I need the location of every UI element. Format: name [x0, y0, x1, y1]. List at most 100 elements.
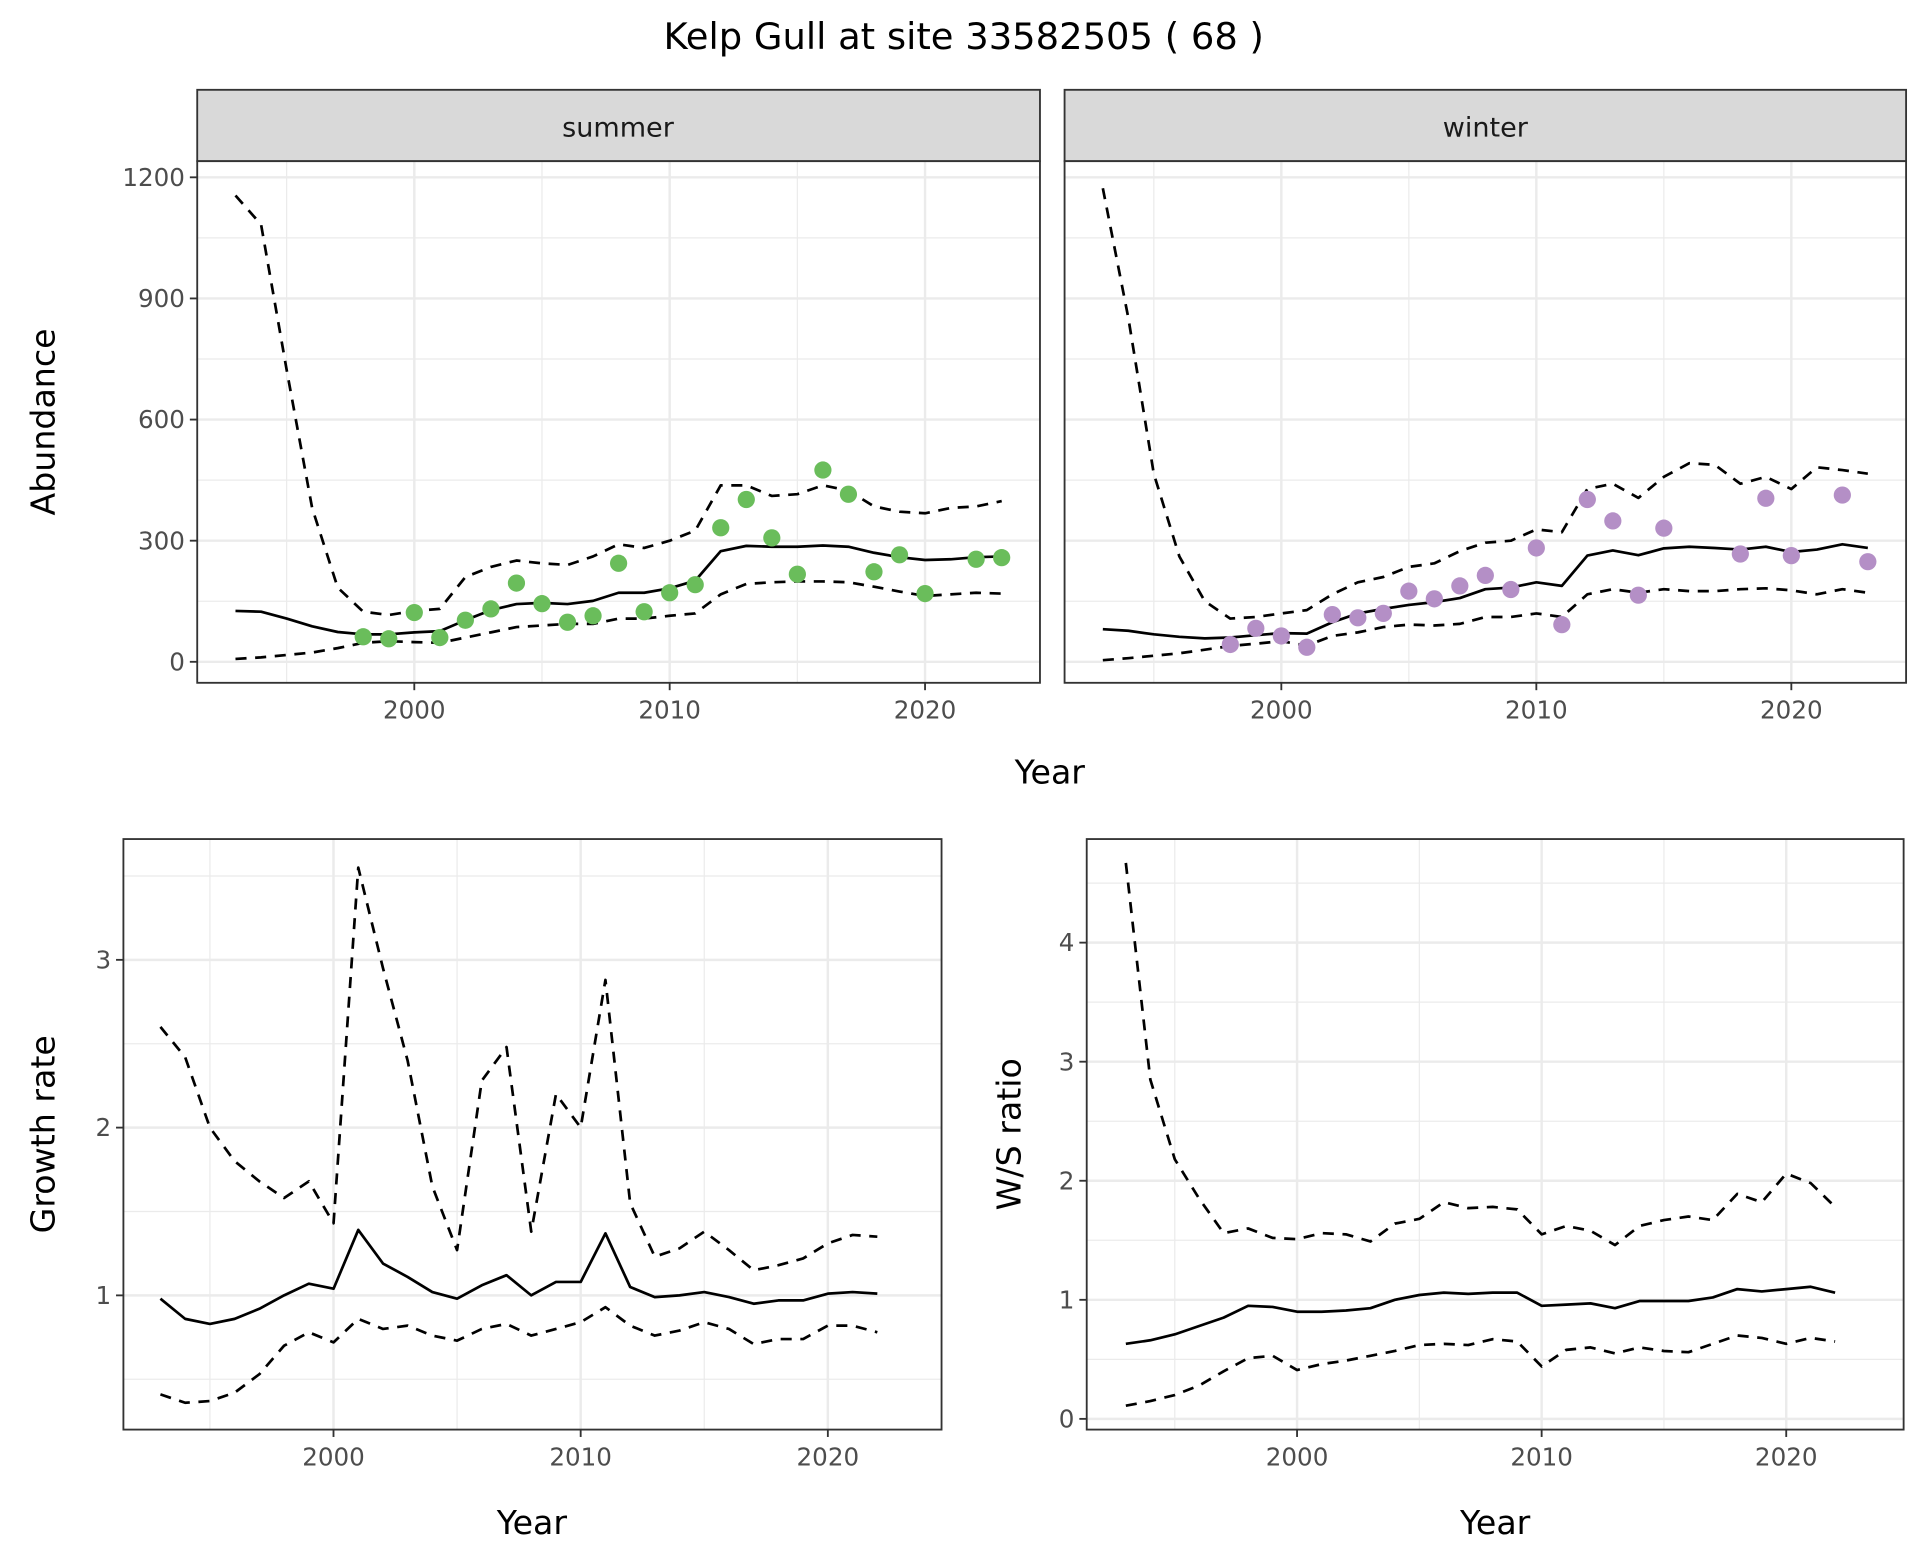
- data-point: [1349, 609, 1367, 627]
- x-tick-label: 2000: [1250, 695, 1313, 724]
- y-tick-label: 300: [138, 526, 185, 555]
- data-point: [1400, 582, 1418, 600]
- data-point: [1553, 616, 1571, 634]
- x-axis-title-ratio: Year: [1459, 1503, 1531, 1542]
- data-point: [865, 563, 883, 581]
- panel-background: [1064, 161, 1907, 683]
- data-point: [1782, 547, 1800, 565]
- data-point: [967, 550, 985, 568]
- data-point: [1323, 605, 1341, 624]
- data-point: [788, 565, 806, 583]
- y-tick-label: 900: [138, 284, 185, 313]
- data-point: [1731, 545, 1749, 563]
- facet-label-summer: summer: [562, 113, 675, 144]
- y-axis-title-abundance: Abundance: [24, 328, 63, 515]
- y-tick-label: 600: [138, 405, 185, 434]
- data-point: [1374, 604, 1392, 622]
- data-point: [558, 613, 577, 631]
- data-point: [1451, 577, 1469, 595]
- y-axis-title-ws-ratio: W/S ratio: [989, 1058, 1028, 1210]
- data-point: [1833, 486, 1851, 504]
- x-tick-label: 2000: [1266, 1442, 1329, 1471]
- x-tick-label: 2010: [1505, 695, 1568, 724]
- data-point: [1247, 619, 1265, 637]
- series-line-upper: [1101, 187, 1869, 620]
- panel-border: [196, 160, 1041, 684]
- x-tick-label: 2000: [302, 1442, 365, 1471]
- data-point: [1629, 586, 1647, 604]
- data-point: [1476, 566, 1494, 585]
- y-axis-title-growth-rate: Growth rate: [24, 1035, 63, 1233]
- x-tick-label: 2000: [383, 695, 446, 724]
- y-tick-label: 4: [1059, 928, 1075, 957]
- data-point: [1272, 627, 1290, 645]
- data-point: [533, 595, 551, 613]
- x-tick-label: 2020: [797, 1442, 860, 1471]
- series-line-lower: [1125, 1334, 1836, 1408]
- data-point: [482, 600, 500, 618]
- data-point: [507, 574, 526, 592]
- series-line-upper: [1124, 862, 1837, 1247]
- data-point: [1655, 519, 1673, 537]
- panel-growth-rate: 1 2 3 2000 2010 2020: [95, 838, 943, 1471]
- data-point: [1604, 512, 1622, 530]
- data-point: [814, 461, 832, 479]
- data-point: [1425, 590, 1443, 608]
- data-point: [380, 630, 398, 648]
- x-tick-label: 2020: [894, 695, 957, 724]
- data-point: [712, 519, 730, 537]
- panel-border: [122, 838, 943, 1431]
- panel-winter: 2000 2010 2020: [1063, 160, 1908, 724]
- data-point: [635, 603, 653, 621]
- data-point: [456, 611, 474, 629]
- data-point: [609, 554, 628, 572]
- panel-border: [1085, 838, 1905, 1431]
- panel-summer: 0 300 600 900 1200 2000 2010 2020: [122, 160, 1041, 724]
- x-axis-title-growth: Year: [496, 1503, 568, 1542]
- data-point: [1298, 638, 1316, 656]
- series-line-lower: [160, 1305, 878, 1405]
- x-tick-label: 2020: [1760, 695, 1823, 724]
- x-tick-label: 2010: [638, 695, 701, 724]
- data-point: [737, 490, 755, 509]
- data-point: [993, 549, 1011, 567]
- data-point: [839, 485, 858, 503]
- y-tick-label: 2: [1059, 1166, 1075, 1195]
- data-point: [890, 546, 909, 564]
- series-line-mean: [159, 1228, 878, 1326]
- data-point: [431, 628, 449, 647]
- data-point: [354, 628, 372, 646]
- data-point: [1221, 635, 1239, 654]
- panel-border: [1063, 160, 1908, 684]
- x-tick-label: 2010: [1510, 1442, 1573, 1471]
- y-tick-label: 2: [95, 1113, 111, 1142]
- y-tick-label: 3: [1059, 1047, 1075, 1076]
- data-point: [1502, 580, 1520, 599]
- data-point: [584, 607, 602, 625]
- facet-strip-winter: [1063, 88, 1908, 163]
- y-tick-label: 1: [95, 1281, 111, 1310]
- data-point: [405, 603, 423, 622]
- facet-label-winter: winter: [1443, 113, 1529, 144]
- series-line-mean: [1125, 1285, 1836, 1346]
- chart-title: Kelp Gull at site 33582505 ( 68 ): [663, 15, 1263, 58]
- data-point: [1527, 539, 1545, 557]
- x-axis-title-top: Year: [1014, 753, 1086, 792]
- panel-background: [1086, 839, 1904, 1430]
- panel-background: [197, 161, 1040, 683]
- y-tick-label: 1: [1059, 1285, 1075, 1314]
- data-point: [916, 584, 934, 603]
- x-tick-label: 2020: [1755, 1442, 1818, 1471]
- y-tick-label: 0: [1059, 1404, 1075, 1433]
- x-tick-label: 2010: [549, 1442, 612, 1471]
- y-tick-label: 1200: [122, 163, 185, 192]
- y-tick-label: 0: [169, 647, 185, 676]
- data-point: [1757, 489, 1775, 507]
- panel-background: [123, 839, 942, 1430]
- y-tick-label: 3: [95, 945, 111, 974]
- data-point: [686, 576, 704, 594]
- data-point: [763, 529, 781, 547]
- panel-ws-ratio: 0 1 2 3 4 2000 2010 2020: [1059, 838, 1905, 1471]
- data-point: [1859, 553, 1877, 571]
